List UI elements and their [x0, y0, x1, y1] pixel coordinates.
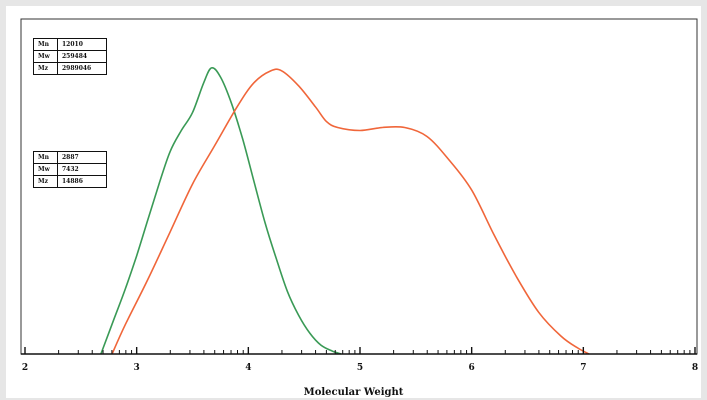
x-tick-label: 8 — [692, 363, 698, 373]
stat-value: 259484 — [58, 51, 107, 63]
x-tick-label: 5 — [357, 363, 363, 373]
stat-value: 14886 — [58, 176, 107, 188]
stat-value: 12010 — [58, 39, 107, 51]
x-tick-label: 7 — [580, 363, 586, 373]
x-tick-label: 4 — [245, 363, 251, 373]
mw-stats-table-2: Mn 2887 Mw 7432 Mz 14886 — [33, 151, 107, 188]
table-row: Mw 259484 — [34, 51, 107, 63]
stat-value: 7432 — [58, 164, 107, 176]
x-tick-label: 6 — [469, 363, 475, 373]
table-row: Mz 14886 — [34, 176, 107, 188]
table-row: Mz 2989046 — [34, 63, 107, 75]
plot-frame — [21, 19, 697, 354]
stat-key: Mw — [34, 51, 58, 63]
x-axis-label: Molecular Weight — [0, 387, 707, 398]
stat-key: Mw — [34, 164, 58, 176]
table-row: Mw 7432 — [34, 164, 107, 176]
stat-key: Mz — [34, 63, 58, 75]
stat-key: Mn — [34, 152, 58, 164]
mw-stats-table-1: Mn 12010 Mw 259484 Mz 2989046 — [33, 38, 107, 75]
stat-key: Mz — [34, 176, 58, 188]
table-row: Mn 2887 — [34, 152, 107, 164]
stat-value: 2887 — [58, 152, 107, 164]
x-tick-label: 3 — [134, 363, 140, 373]
x-tick-label: 2 — [22, 363, 28, 373]
table-row: Mn 12010 — [34, 39, 107, 51]
stat-value: 2989046 — [58, 63, 107, 75]
stat-key: Mn — [34, 39, 58, 51]
